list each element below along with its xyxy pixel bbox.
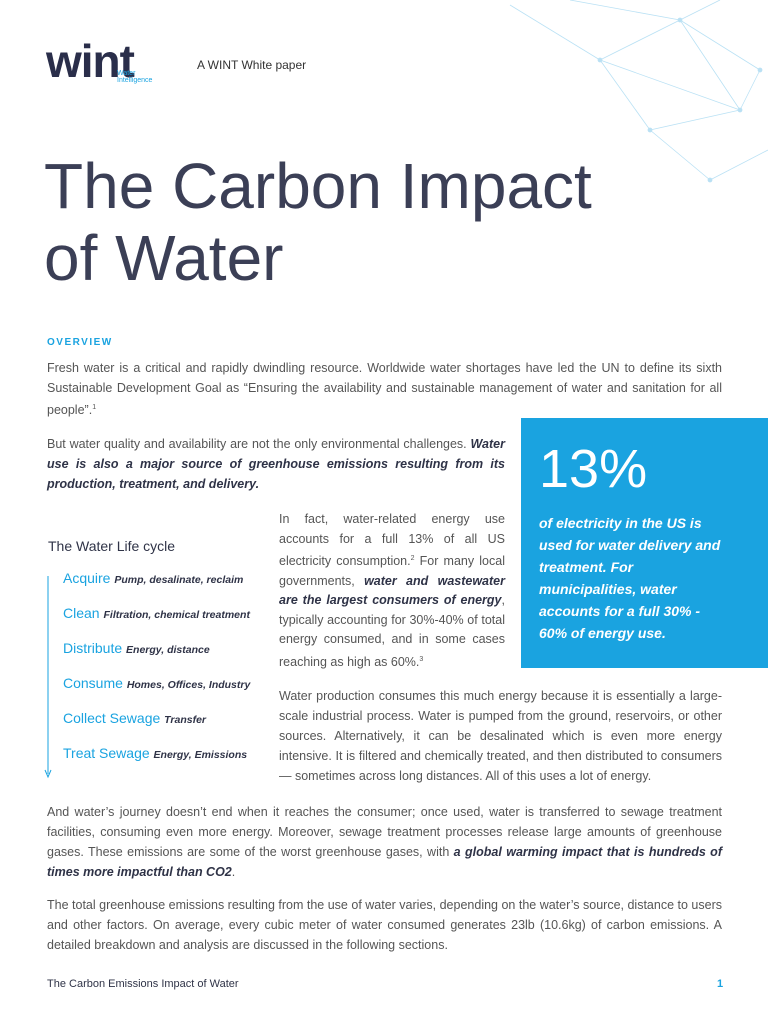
life-cycle-heading: The Water Life cycle: [48, 538, 176, 554]
logo-subtitle: Water Intelligence: [117, 70, 152, 84]
page-number: 1: [717, 978, 724, 990]
life-cycle-item: Collect Sewage Transfer: [63, 710, 206, 726]
paragraph: Fresh water is a critical and rapidly dw…: [47, 358, 722, 420]
stage-name: Consume: [63, 675, 123, 691]
callout-stat: 13%: [539, 439, 648, 499]
footnote-ref: 2: [410, 555, 415, 562]
emphasis-text: a global warming impact that is hundreds…: [47, 845, 722, 879]
paragraph: And water’s journey doesn’t end when it …: [47, 802, 722, 882]
stage-name: Collect Sewage: [63, 710, 161, 726]
stage-detail: Energy, distance: [126, 644, 210, 656]
footer-title: The Carbon Emissions Impact of Water: [47, 978, 239, 990]
footnote-ref: 3: [419, 655, 424, 663]
stage-detail: Energy, Emissions: [153, 749, 248, 761]
title: The Carbon Impact of Water: [44, 150, 592, 294]
stage-detail: Pump, desalinate, reclaim: [114, 574, 244, 586]
stage-detail: Filtration, chemical treatment: [103, 609, 250, 621]
callout-box: 13% of electricity in the US is used for…: [521, 418, 768, 668]
text-run: , typically accounting for 30%-40% of to…: [279, 593, 505, 669]
life-cycle-item: Consume Homes, Offices, Industry: [63, 675, 250, 691]
stage-detail: Homes, Offices, Industry: [126, 679, 251, 691]
stage-name: Clean: [63, 605, 100, 621]
text-run: And water’s journey doesn’t end when it …: [47, 805, 722, 859]
stage-name: Distribute: [63, 640, 123, 656]
tagline: A WINT White paper: [197, 58, 307, 72]
stage-name: Acquire: [63, 570, 111, 586]
life-cycle-arrow: [44, 576, 52, 779]
paragraph: But water quality and availability are n…: [47, 434, 505, 494]
text-run: But water quality and availability are n…: [47, 437, 471, 451]
title-line: The Carbon Impact: [44, 150, 592, 222]
title-line: of Water: [44, 222, 284, 294]
callout-text: of electricity in the US is used for wat…: [539, 515, 721, 641]
paragraph: The total greenhouse emissions resulting…: [47, 895, 722, 955]
logo-sub-line: Intelligence: [117, 77, 153, 84]
life-cycle-item: Acquire Pump, desalinate, reclaim: [63, 570, 243, 586]
footnote-ref: 1: [92, 404, 97, 411]
life-cycle-item: Treat Sewage Energy, Emissions: [63, 745, 247, 761]
life-cycle-item: Clean Filtration, chemical treatment: [63, 605, 250, 621]
text-run: .: [231, 865, 236, 879]
life-cycle-item: Distribute Energy, distance: [63, 640, 210, 656]
text-run: For many local governments,: [279, 554, 505, 588]
text-run: Fresh water is a critical and rapidly dw…: [47, 361, 722, 418]
emphasis-text: water and wastewater are the largest con…: [279, 573, 505, 608]
logo: wint: [46, 35, 135, 87]
text-run: In fact, water-related energy use accoun…: [279, 512, 505, 569]
logo-sub-line: Water: [117, 70, 136, 77]
section-label: OVERVIEW: [47, 337, 113, 348]
stage-name: Treat Sewage: [63, 745, 150, 761]
network-graphic: [509, 0, 768, 183]
paragraph: In fact, water-related energy use accoun…: [279, 510, 505, 672]
emphasis-text: Water use is also a major source of gree…: [47, 437, 505, 491]
stage-detail: Transfer: [164, 714, 206, 726]
text-run: Water production consumes this much ener…: [279, 689, 722, 783]
paragraph: Water production consumes this much ener…: [279, 686, 722, 786]
text-run: The total greenhouse emissions resulting…: [47, 898, 722, 952]
